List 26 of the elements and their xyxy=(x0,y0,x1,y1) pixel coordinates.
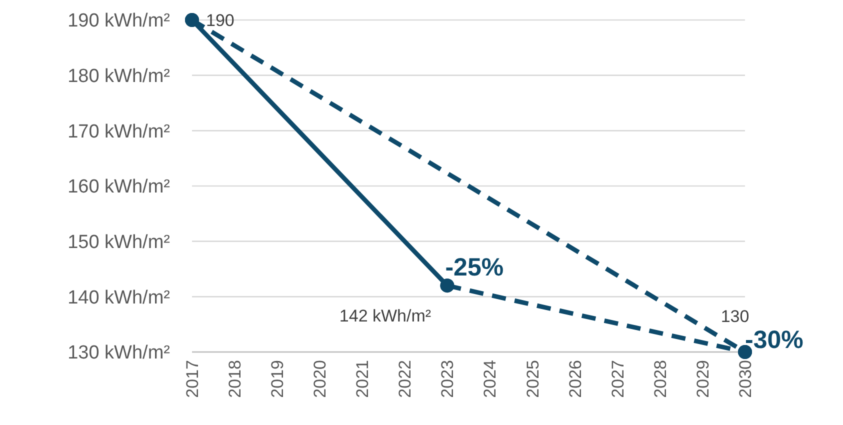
annotation: 142 kWh/m² xyxy=(339,306,432,326)
y-tick-label: 190 kWh/m² xyxy=(68,10,170,32)
annotation: 190 xyxy=(206,11,234,30)
y-tick-label: 130 kWh/m² xyxy=(68,342,170,364)
y-tick-label: 180 kWh/m² xyxy=(68,66,170,87)
x-tick-label: 2022 xyxy=(396,360,415,398)
annotation: -25% xyxy=(445,254,504,282)
x-tick-label: 2028 xyxy=(650,360,670,398)
y-tick-label: 140 kWh/m² xyxy=(68,287,170,308)
x-tick-label: 2019 xyxy=(268,360,288,398)
x-tick-label: 2018 xyxy=(225,360,244,398)
x-tick-label: 2023 xyxy=(438,360,458,398)
x-tick-label: 2029 xyxy=(693,360,712,398)
x-tick-label: 2027 xyxy=(608,360,628,398)
y-tick-label: 160 kWh/m² xyxy=(68,176,170,198)
x-tick-label: 2025 xyxy=(523,360,542,398)
x-tick-label: 2020 xyxy=(310,360,330,398)
annotation: -30% xyxy=(745,326,804,354)
y-tick-label: 170 kWh/m² xyxy=(68,121,170,142)
x-tick-label: 2017 xyxy=(182,360,202,398)
x-tick-label: 2030 xyxy=(736,360,755,398)
x-tick-label: 2026 xyxy=(566,360,585,398)
y-tick-label: 150 kWh/m² xyxy=(68,232,170,253)
x-tick-label: 2021 xyxy=(353,360,372,398)
annotation: 130 xyxy=(720,307,750,326)
x-tick-label: 2024 xyxy=(480,360,500,398)
